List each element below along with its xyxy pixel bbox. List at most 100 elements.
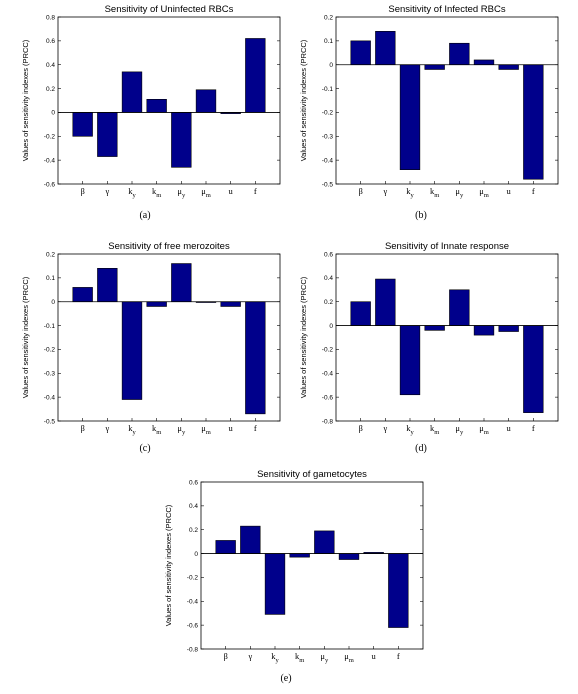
bar-b-2 [399,64,421,170]
bar-c-7 [245,301,266,415]
x-tick-label: γ [104,186,109,196]
y-tick-label: -0.3 [322,134,334,141]
y-tick-label: 0.2 [324,299,333,306]
x-tick-label: μy [455,186,464,199]
x-tick-label: β [359,186,363,196]
bar-c-4 [171,263,192,303]
y-tick-label: -0.4 [322,371,334,378]
x-tick-label: ky [128,423,136,436]
x-tick-label: μy [455,423,464,436]
bar-b-7 [523,64,544,180]
bar-c-1 [97,268,118,303]
x-tick-label: u [507,423,512,433]
chart-title: Sensitivity of Innate response [385,241,509,252]
x-tick-label: γ [382,423,387,433]
bar-e-0 [215,540,236,554]
y-tick-label: 0.2 [189,527,198,534]
bar-b-6 [498,64,519,70]
y-tick-label: 0.1 [46,275,55,282]
bar-e-4 [314,530,335,554]
y-tick-label: 0.4 [189,503,198,510]
chart-title: Sensitivity of Uninfected RBCs [105,4,234,15]
x-tick-label: u [229,186,234,196]
y-tick-label: -0.3 [44,371,56,378]
bar-c-3 [146,301,167,307]
y-tick-label: 0 [329,323,333,330]
bar-d-7 [523,325,544,413]
bar-d-3 [424,325,445,331]
y-tick-label: 0.6 [189,479,198,486]
y-tick-label: -0.4 [322,157,334,164]
y-tick-label: 0 [51,110,55,117]
x-tick-label: u [507,186,512,196]
bar-d-0 [350,301,371,326]
y-tick-label: -0.2 [322,110,334,117]
chart-svg-e: Sensitivity of gametocytes Values of sens… [164,469,424,664]
x-tick-label: ky [406,423,414,436]
bar-c-2 [121,301,143,400]
chart-svg-a: Sensitivity of Uninfected RBCs Values of … [21,4,281,199]
bar-b-0 [350,40,371,66]
x-tick-label: ky [271,651,279,664]
y-axis-label: Values of sensitivity indexes (PRCC) [299,39,308,161]
y-tick-label: 0.6 [324,251,333,258]
plot-frame [200,481,424,650]
chart-svg-d: Sensitivity of Innate response Values of … [299,241,559,436]
caption-e: (e) [280,673,292,684]
y-tick-label: -0.8 [187,646,199,653]
x-tick-label: β [81,423,85,433]
y-axis-label: Values of sensitivity indexes (PRCC) [299,276,308,398]
bar-d-5 [473,325,495,336]
x-tick-label: km [295,651,304,664]
y-axis-label: Values of sensitivity indexes (PRCC) [21,39,30,161]
chart-panel-d: Sensitivity of Innate response Values of … [278,237,563,437]
y-tick-label: 0.2 [46,251,55,258]
x-tick-label: f [397,651,400,661]
chart-title: Sensitivity of Infected RBCs [388,4,505,15]
x-tick-label: β [81,186,85,196]
y-tick-label: 0 [194,551,198,558]
chart-panel-e: Sensitivity of gametocytes Values of sens… [143,465,428,665]
bar-a-7 [245,38,266,113]
x-tick-label: μm [344,651,354,664]
x-tick-label: u [372,651,377,661]
y-tick-label: -0.5 [322,181,334,188]
x-tick-label: ky [406,186,414,199]
x-tick-label: km [430,186,439,199]
bar-e-3 [289,553,310,558]
bar-d-2 [399,325,421,396]
y-tick-label: -0.8 [322,418,334,425]
y-tick-label: 0.4 [46,62,55,69]
bar-b-1 [375,31,396,66]
plot-frame [57,16,281,185]
bar-a-5 [195,89,217,113]
bar-a-1 [97,112,118,157]
y-tick-label: -0.2 [44,347,56,354]
y-tick-label: -0.2 [322,347,334,354]
x-tick-label: μy [177,186,186,199]
x-tick-label: f [532,186,535,196]
chart-panel-c: Sensitivity of free merozoites Values of … [0,237,285,437]
y-tick-label: 0.2 [46,86,55,93]
y-tick-label: -0.2 [187,575,199,582]
x-tick-label: f [532,423,535,433]
y-tick-label: -0.2 [44,134,56,141]
chart-svg-c: Sensitivity of free merozoites Values of … [21,241,281,436]
chart-svg-b: Sensitivity of Infected RBCs Values of se… [299,4,559,199]
bar-e-7 [388,553,409,628]
y-tick-label: -0.4 [44,157,56,164]
y-tick-label: -0.4 [44,394,56,401]
bar-a-4 [171,112,192,168]
y-tick-label: 0.8 [46,14,55,21]
x-tick-label: μm [201,186,211,199]
x-tick-label: μm [479,186,489,199]
x-tick-label: γ [104,423,109,433]
x-tick-label: γ [382,186,387,196]
bar-d-4 [449,289,470,326]
bar-b-3 [424,64,445,70]
y-tick-label: -0.6 [44,181,56,188]
y-tick-label: 0 [51,299,55,306]
caption-c: (c) [139,443,151,454]
bar-e-2 [264,553,286,615]
chart-panel-a: Sensitivity of Uninfected RBCs Values of … [0,0,285,200]
